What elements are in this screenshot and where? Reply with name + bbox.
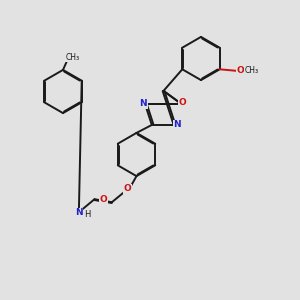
Text: O: O xyxy=(100,195,107,204)
Text: CH₃: CH₃ xyxy=(245,66,259,75)
Text: N: N xyxy=(173,120,181,129)
Text: O: O xyxy=(236,66,244,75)
Text: O: O xyxy=(179,98,187,107)
Text: N: N xyxy=(140,99,147,108)
Text: H: H xyxy=(84,210,91,219)
Text: N: N xyxy=(75,208,83,217)
Text: O: O xyxy=(124,184,131,193)
Text: CH₃: CH₃ xyxy=(66,53,80,62)
